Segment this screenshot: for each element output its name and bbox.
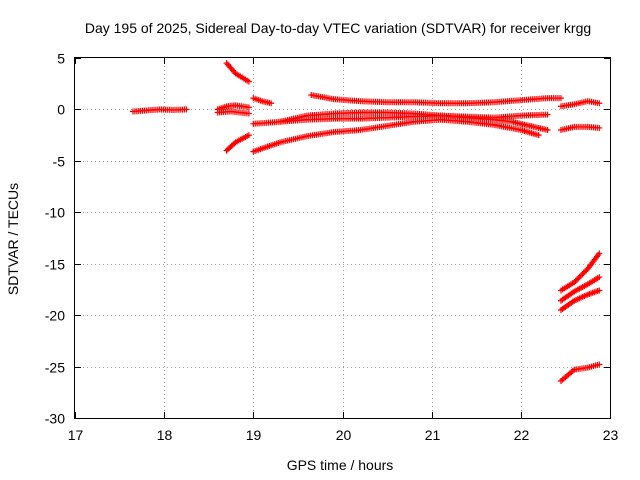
data-point [544,127,551,133]
data-point [535,132,542,139]
series-track-7 [250,116,542,155]
chart-title: Day 195 of 2025, Sidereal Day-to-day VTE… [85,20,591,36]
y-tick-label: -10 [45,205,65,221]
data-point [596,100,603,107]
series-track-10 [308,92,564,107]
series-track-6 [250,95,275,107]
data-point [572,277,579,284]
data-point [596,274,603,281]
series-track-3 [214,108,252,117]
data-point [245,78,252,85]
series-track-1 [129,106,190,115]
y-tick-label: -30 [45,411,65,427]
series-track-15 [557,287,603,313]
data-point [575,275,582,282]
x-axis-label: GPS time / hours [287,457,394,473]
y-axis-label: SDTVAR / TECUs [5,183,21,295]
data-point [245,132,252,139]
x-tick-label: 21 [425,427,441,443]
x-tick-label: 22 [514,427,530,443]
data-point [596,250,603,257]
grid-layer [75,58,610,418]
series-track-5 [223,132,252,154]
data-point [596,361,603,368]
series-track-2 [214,102,252,113]
data-point [557,95,564,102]
y-tick-label: 0 [57,102,65,118]
y-tick-label: -25 [45,360,65,376]
x-tick-label: 23 [603,427,619,443]
series-track-14 [557,274,603,304]
x-tick-label: 20 [336,427,352,443]
data-point [544,111,551,118]
y-tick-label: -15 [45,257,65,273]
data-point [596,287,603,294]
series-track-13 [557,250,603,294]
data-point [576,273,583,280]
series-track-16 [557,361,603,384]
axis-ticks: 17 18 19 20 21 22 23 5 0 -5 -10 -15 -20 -25 -30 [45,51,619,444]
y-tick-label: 5 [57,51,65,67]
series-track-4 [223,60,252,85]
y-tick-label: -5 [53,154,66,170]
data-point [580,269,587,276]
data-point [578,272,585,279]
data-point [596,124,603,131]
data-point [579,271,586,278]
data-point [582,268,589,275]
series-track-12 [557,123,603,133]
data-marks [129,60,603,384]
plot-frame [74,57,611,419]
data-point [268,100,275,107]
series-track-9 [277,109,551,133]
y-tick-label: -20 [45,308,65,324]
data-point [574,276,581,283]
x-tick-label: 18 [157,427,173,443]
data-point [571,279,578,286]
data-point [245,104,252,111]
data-point [245,110,252,117]
data-point [183,106,190,113]
series-track-11 [557,98,603,110]
x-tick-label: 17 [68,427,84,443]
x-tick-label: 19 [246,427,262,443]
